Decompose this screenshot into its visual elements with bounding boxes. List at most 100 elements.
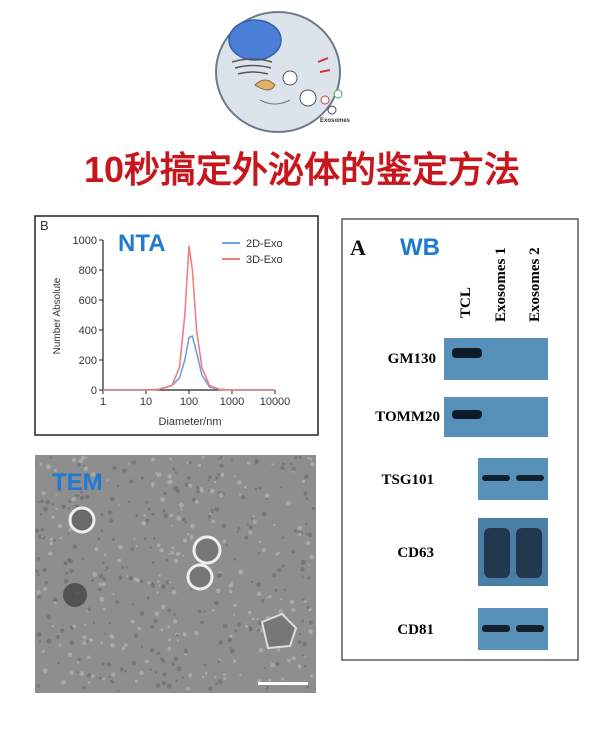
texture-dot bbox=[159, 547, 164, 553]
texture-dot bbox=[297, 664, 302, 669]
texture-dot bbox=[112, 592, 115, 596]
texture-dot bbox=[294, 455, 298, 460]
texture-dot bbox=[190, 523, 195, 529]
texture-dot bbox=[203, 610, 207, 613]
texture-dot bbox=[177, 512, 180, 515]
texture-dot bbox=[273, 523, 276, 526]
texture-dot bbox=[49, 456, 53, 459]
texture-dot bbox=[194, 630, 199, 636]
texture-dot bbox=[151, 484, 155, 488]
texture-dot bbox=[35, 528, 40, 533]
texture-dot bbox=[196, 489, 200, 494]
texture-dot bbox=[241, 495, 246, 500]
texture-dot bbox=[223, 677, 227, 680]
texture-dot bbox=[112, 465, 117, 471]
texture-dot bbox=[167, 473, 172, 479]
texture-dot bbox=[211, 519, 215, 524]
panel-label: A bbox=[350, 235, 366, 260]
texture-dot bbox=[115, 600, 120, 604]
texture-dot bbox=[146, 596, 150, 600]
texture-dot bbox=[232, 613, 235, 616]
y-tick-label: 200 bbox=[79, 355, 97, 367]
texture-dot bbox=[101, 582, 106, 587]
texture-dot bbox=[237, 622, 242, 627]
texture-dot bbox=[213, 480, 216, 484]
texture-dot bbox=[251, 517, 254, 520]
texture-dot bbox=[108, 675, 111, 679]
texture-dot bbox=[291, 466, 296, 471]
texture-dot bbox=[182, 538, 188, 543]
texture-dot bbox=[67, 652, 73, 657]
texture-dot bbox=[258, 648, 264, 653]
texture-dot bbox=[208, 686, 213, 692]
texture-dot bbox=[37, 595, 41, 600]
texture-dot bbox=[168, 553, 171, 556]
texture-dot bbox=[217, 473, 221, 477]
texture-dot bbox=[167, 646, 172, 651]
texture-dot bbox=[281, 564, 285, 568]
texture-dot bbox=[81, 455, 86, 460]
texture-dot bbox=[97, 537, 101, 541]
texture-dot bbox=[129, 479, 134, 484]
texture-dot bbox=[119, 667, 124, 672]
texture-dot bbox=[61, 679, 66, 685]
texture-dot bbox=[124, 643, 128, 647]
texture-dot bbox=[281, 462, 285, 466]
texture-dot bbox=[181, 517, 186, 522]
texture-dot bbox=[79, 490, 83, 494]
texture-dot bbox=[256, 582, 261, 588]
texture-dot bbox=[67, 532, 70, 535]
texture-dot bbox=[197, 609, 202, 614]
texture-dot bbox=[176, 516, 182, 521]
texture-dot bbox=[151, 560, 155, 565]
texture-dot bbox=[102, 607, 106, 611]
texture-dot bbox=[274, 588, 278, 592]
texture-dot bbox=[131, 603, 134, 606]
texture-dot bbox=[158, 584, 161, 587]
texture-dot bbox=[207, 489, 210, 492]
texture-dot bbox=[134, 679, 139, 683]
texture-dot bbox=[103, 553, 107, 557]
x-tick-label: 100 bbox=[180, 396, 198, 408]
texture-dot bbox=[300, 559, 306, 565]
texture-dot bbox=[171, 546, 175, 550]
texture-dot bbox=[182, 632, 187, 637]
texture-dot bbox=[156, 651, 161, 655]
texture-dot bbox=[248, 530, 253, 535]
texture-dot bbox=[159, 657, 164, 661]
texture-dot bbox=[218, 572, 223, 577]
texture-dot bbox=[46, 638, 52, 644]
texture-dot bbox=[298, 455, 302, 459]
texture-dot bbox=[131, 660, 137, 666]
texture-dot bbox=[229, 634, 233, 638]
nta-panel: B NTA Diameter/nm Number Absolute 0 200 40… bbox=[34, 215, 319, 436]
texture-dot bbox=[183, 649, 189, 654]
texture-dot bbox=[69, 640, 74, 645]
texture-dot bbox=[46, 614, 52, 620]
texture-dot bbox=[271, 463, 274, 466]
texture-dot bbox=[166, 683, 172, 689]
texture-dot bbox=[161, 584, 166, 589]
texture-dot bbox=[99, 596, 105, 602]
texture-dot bbox=[97, 587, 102, 592]
texture-dot bbox=[228, 583, 234, 588]
texture-dot bbox=[112, 538, 115, 542]
texture-dot bbox=[57, 523, 63, 529]
legend-label: 2D-Exo bbox=[246, 238, 283, 250]
texture-dot bbox=[90, 579, 94, 582]
texture-dot bbox=[154, 471, 158, 474]
texture-dot bbox=[130, 619, 135, 624]
texture-dot bbox=[229, 646, 232, 650]
row-label: CD81 bbox=[397, 622, 434, 638]
texture-dot bbox=[225, 544, 228, 547]
texture-dot bbox=[127, 500, 131, 503]
texture-dot bbox=[186, 461, 189, 464]
texture-dot bbox=[163, 491, 167, 496]
texture-dot bbox=[311, 506, 316, 511]
texture-dot bbox=[43, 506, 49, 512]
texture-dot bbox=[307, 532, 313, 538]
texture-dot bbox=[171, 662, 175, 666]
texture-dot bbox=[244, 624, 249, 629]
texture-dot bbox=[171, 587, 175, 590]
texture-dot bbox=[248, 525, 253, 530]
